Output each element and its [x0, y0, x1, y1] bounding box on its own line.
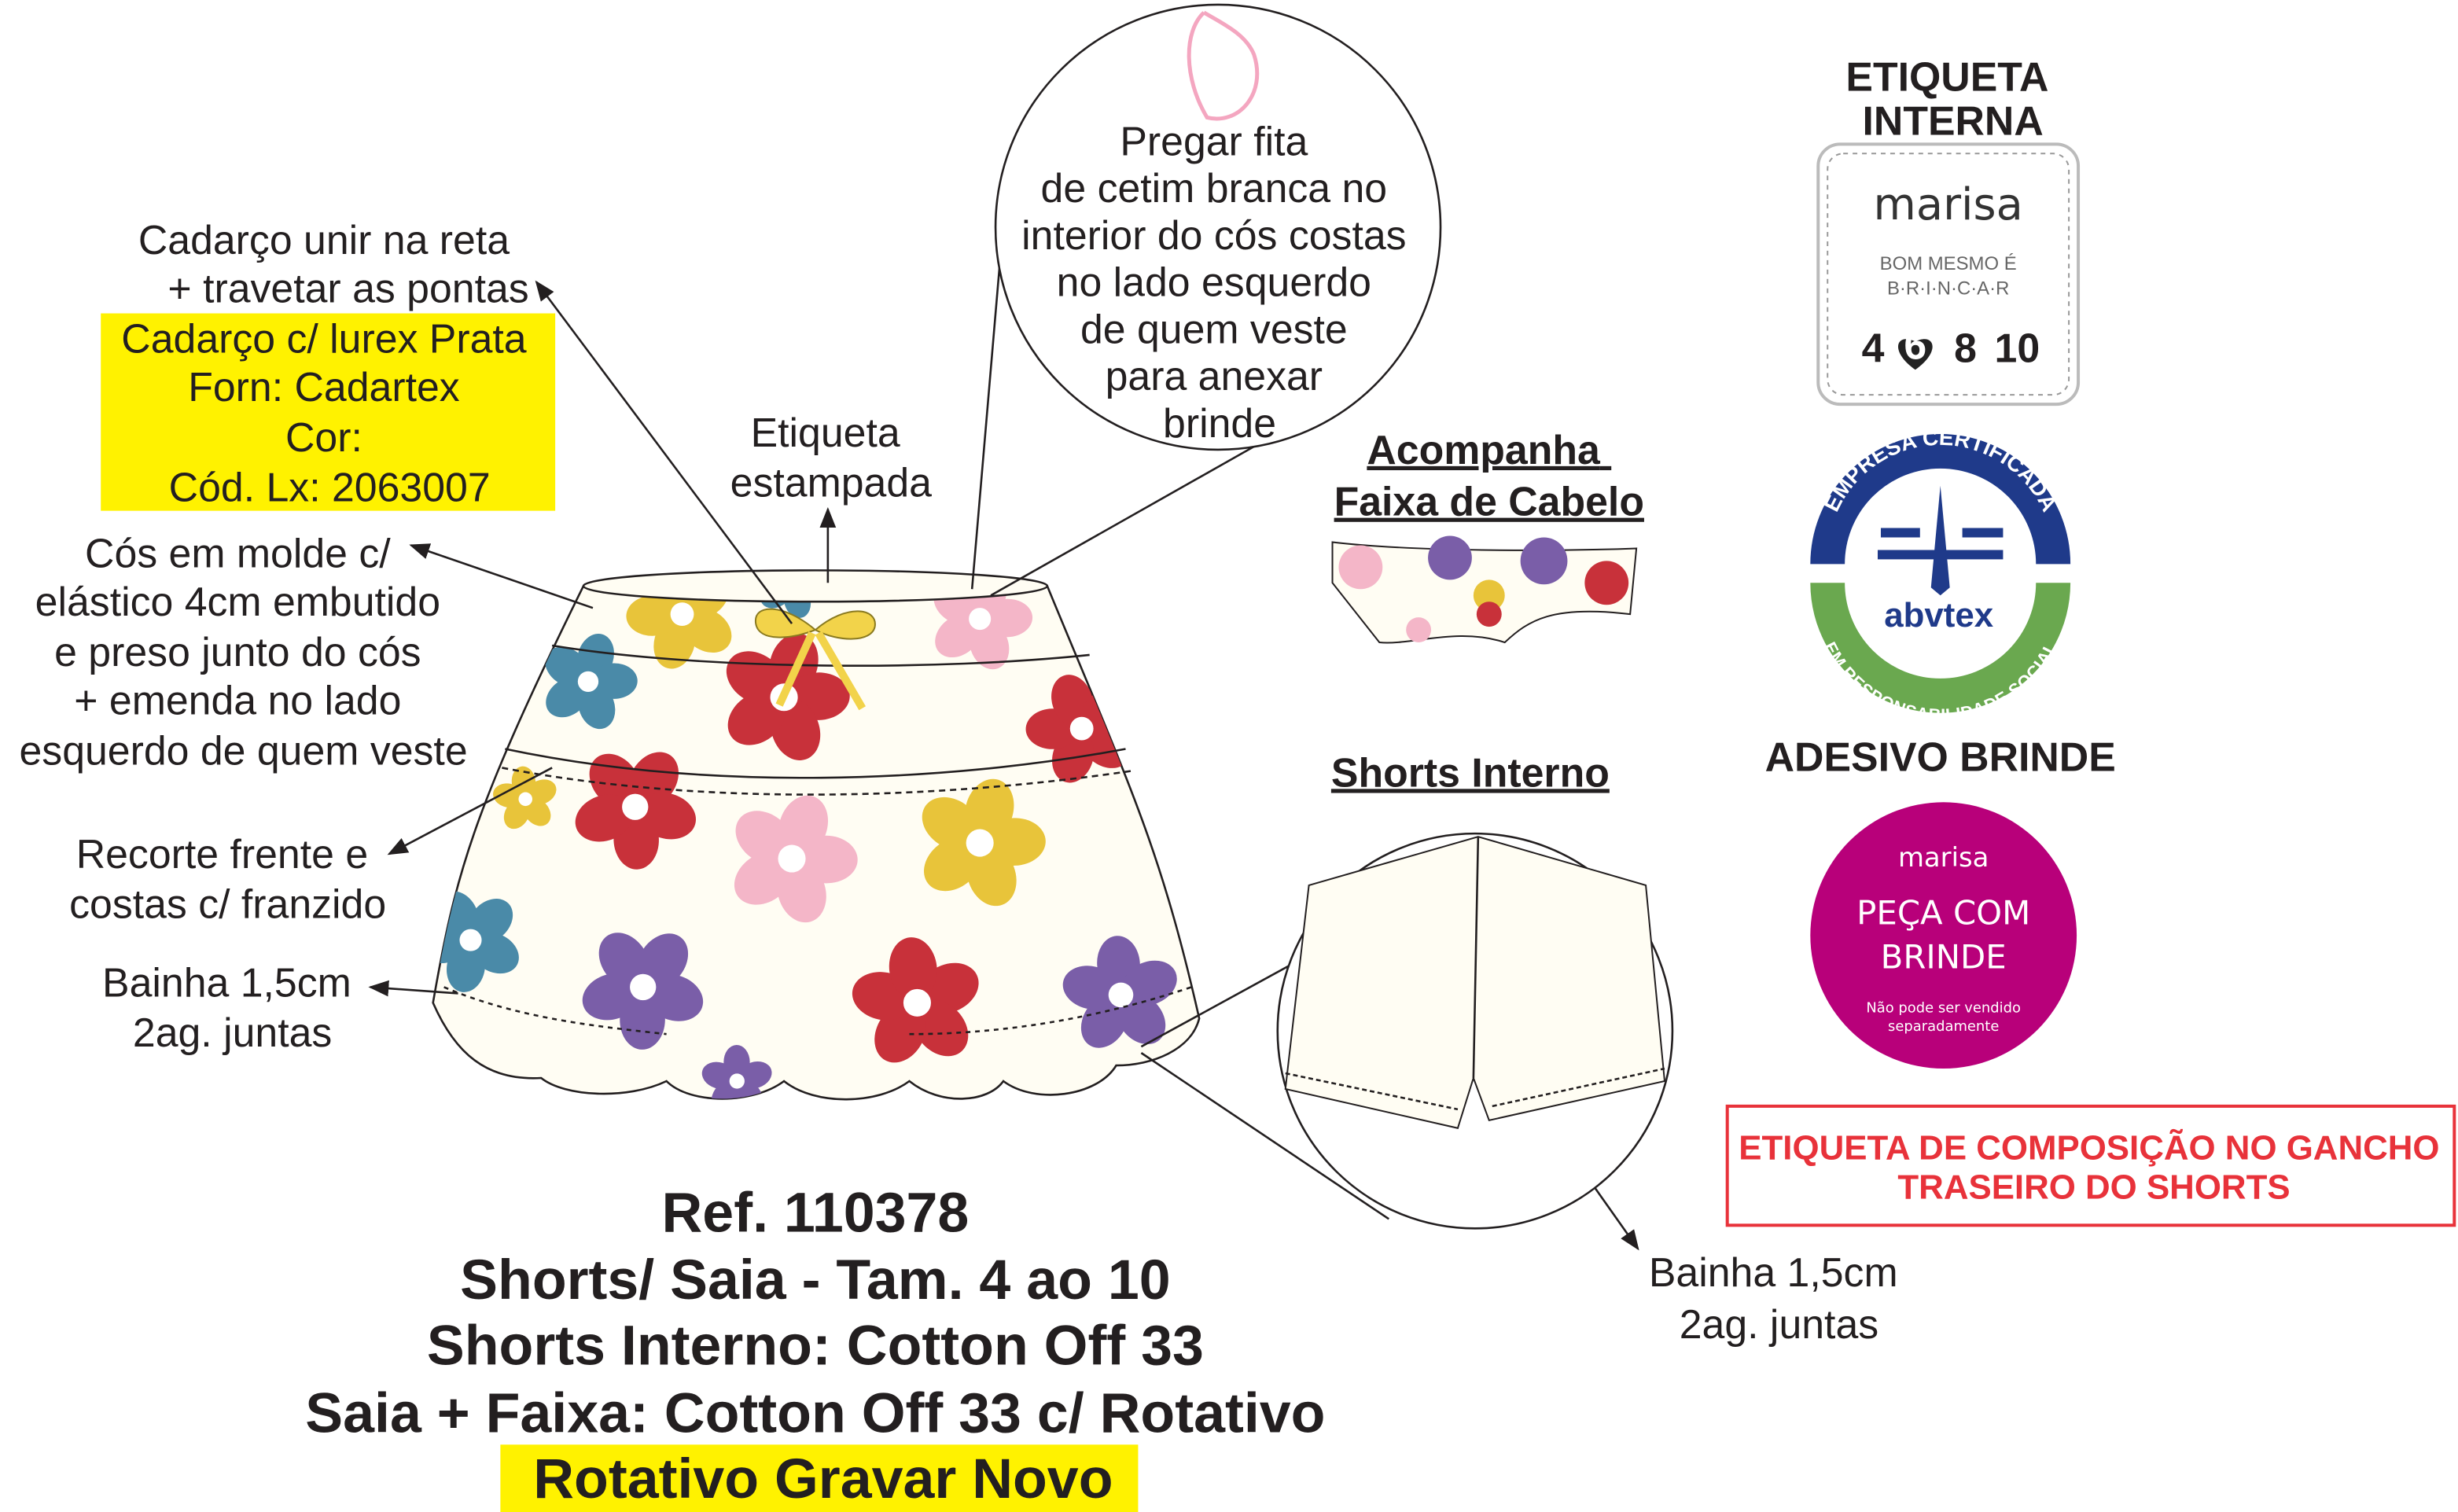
- label-bainha-saia: Bainha 1,5cm 2ag. juntas: [102, 959, 362, 1055]
- flower-print: [922, 778, 1046, 907]
- flower-print: [852, 937, 979, 1063]
- svg-text:B·R·I·N·C·A·R: B·R·I·N·C·A·R: [1887, 278, 2009, 300]
- svg-text:BOM MESMO É: BOM MESMO É: [1880, 253, 2017, 274]
- abvtex-seal: EMPRESA CERTIFICADA EM RESPONSABILIDADE …: [1810, 425, 2071, 725]
- adesivo-title: ADESIVO BRINDE: [1765, 734, 2116, 779]
- detail-circle-fita: [994, 3, 1442, 451]
- svg-text:4: 4: [1862, 325, 1885, 370]
- label-fita: Pregar fita de cetim branca no interior …: [1021, 118, 1418, 446]
- svg-text:Não pode ser vendido: Não pode ser vendido: [1866, 999, 2021, 1016]
- svg-text:marisa: marisa: [1898, 842, 1989, 873]
- svg-text:6: 6: [1904, 322, 1926, 367]
- heart-icon: [1897, 339, 1933, 370]
- ribbon-loop-icon: [1187, 10, 1260, 121]
- label-etiqueta-estampada: Etiqueta estampada: [730, 410, 932, 506]
- flower-print: [701, 1044, 772, 1100]
- highlight-rotativo: [500, 1444, 1139, 1512]
- flower-print: [582, 933, 704, 1050]
- highlight-cadarco-spec: [101, 313, 556, 511]
- label-cadarco: Cadarço unir na reta + travetar as ponta…: [138, 217, 529, 311]
- brinde-sticker: marisa PEÇA COM BRINDE Não pode ser vend…: [1810, 802, 2077, 1069]
- skirt-drawing: [432, 569, 1201, 1101]
- label-cadarco-spec: Cadarço c/ lurex Prata Forn: Cadartex Co…: [121, 315, 538, 510]
- label-shorts-interno: Shorts Interno: [1331, 749, 1610, 795]
- abvtex-logo: abvtex: [1884, 596, 1993, 635]
- label-bainha-shorts: Bainha 1,5cm 2ag. juntas: [1649, 1249, 1909, 1347]
- flower-print: [933, 586, 1033, 670]
- size-tag: marisa BOM MESMO É B·R·I·N·C·A·R 4 6 8 1…: [1816, 142, 2081, 407]
- svg-text:PEÇA COM: PEÇA COM: [1856, 894, 2030, 933]
- summary-text: Ref. 110378 Shorts/ Saia - Tam. 4 ao 10 …: [305, 1181, 1341, 1510]
- headband-drawing: [1331, 535, 1638, 644]
- svg-text:separadamente: separadamente: [1888, 1018, 1999, 1035]
- composicao-box: [1725, 1104, 2456, 1227]
- etiqueta-interna-title: ETIQUETA INTERNA: [1845, 54, 2059, 144]
- svg-text:10: 10: [1995, 325, 2040, 370]
- flower-print: [1062, 936, 1177, 1048]
- flower-print: [493, 766, 557, 830]
- svg-text:BRINDE: BRINDE: [1881, 938, 2007, 977]
- label-recorte: Recorte frente e costas c/ franzido: [69, 831, 386, 927]
- label-acompanha: Acompanha Faixa de Cabelo: [1334, 427, 1644, 524]
- tag-brand: marisa: [1874, 179, 2023, 230]
- flower-print: [734, 795, 858, 923]
- flower-print: [545, 634, 638, 730]
- label-cos: Cós em molde c/ elástico 4cm embutido e …: [19, 530, 467, 773]
- shorts-drawing: [1284, 836, 1666, 1129]
- composicao-note: ETIQUETA DE COMPOSIÇÃO NO GANCHO TRASEIR…: [1739, 1128, 2449, 1207]
- svg-text:8: 8: [1954, 325, 1977, 370]
